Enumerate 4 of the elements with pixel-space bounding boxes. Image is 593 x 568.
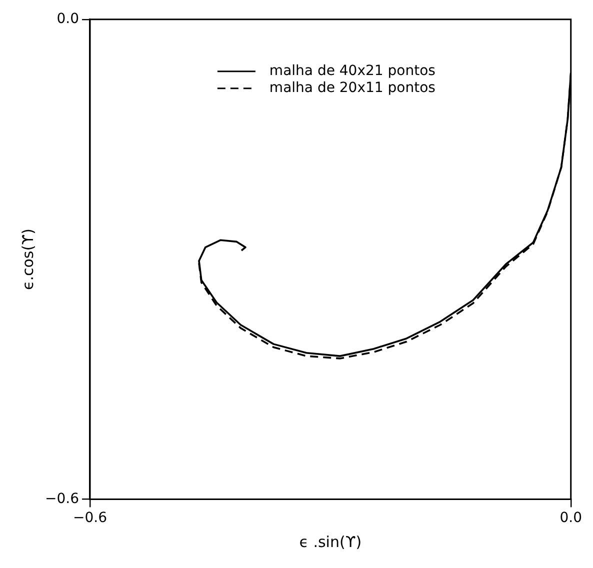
legend-label: malha de 20x11 pontos [269,80,436,96]
legend-label: malha de 40x21 pontos [269,63,436,80]
x-axis-title: ϵ .sin(ϒ) [299,532,362,551]
y-axis-title: ϵ.cos(ϒ) [18,228,37,290]
